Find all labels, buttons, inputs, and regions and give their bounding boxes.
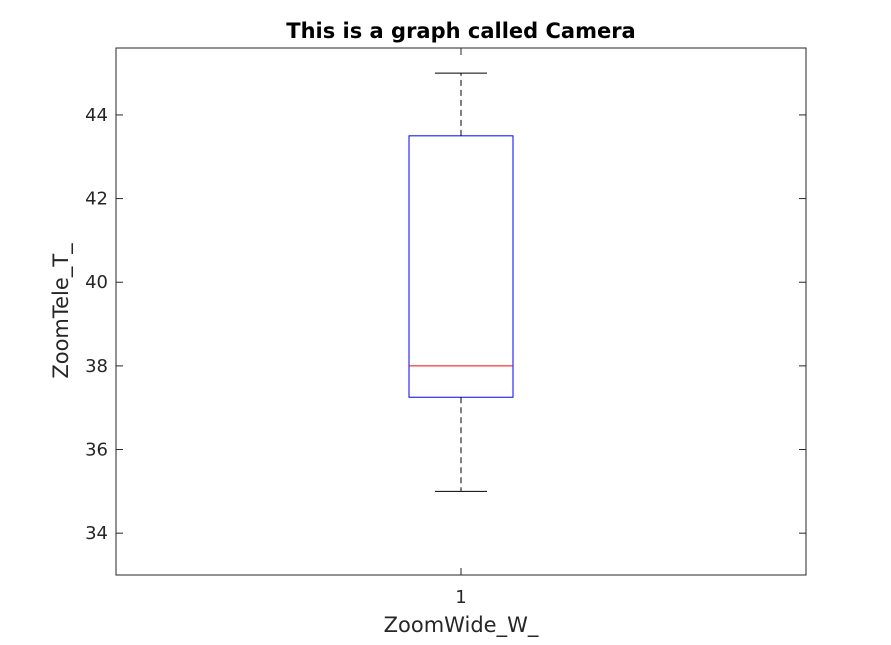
plot-area [115, 47, 807, 576]
y-tick-label: 44 [85, 105, 108, 126]
y-axis-label: ZoomTele_T_ [49, 243, 74, 379]
x-tick-label: 1 [455, 587, 466, 608]
chart-title: This is a graph called Camera [286, 19, 635, 43]
x-axis-label: ZoomWide_W_ [384, 613, 539, 638]
interquartile-box [408, 135, 514, 398]
y-tick-label: 34 [85, 523, 108, 544]
y-tick-label: 40 [85, 272, 108, 293]
y-axis: 34 36 38 40 42 44 [85, 105, 806, 544]
y-tick-label: 36 [85, 440, 108, 461]
box-series [408, 72, 514, 492]
y-tick-label: 42 [85, 189, 108, 210]
x-axis: 1 [455, 48, 467, 608]
y-tick-label: 38 [85, 356, 108, 377]
